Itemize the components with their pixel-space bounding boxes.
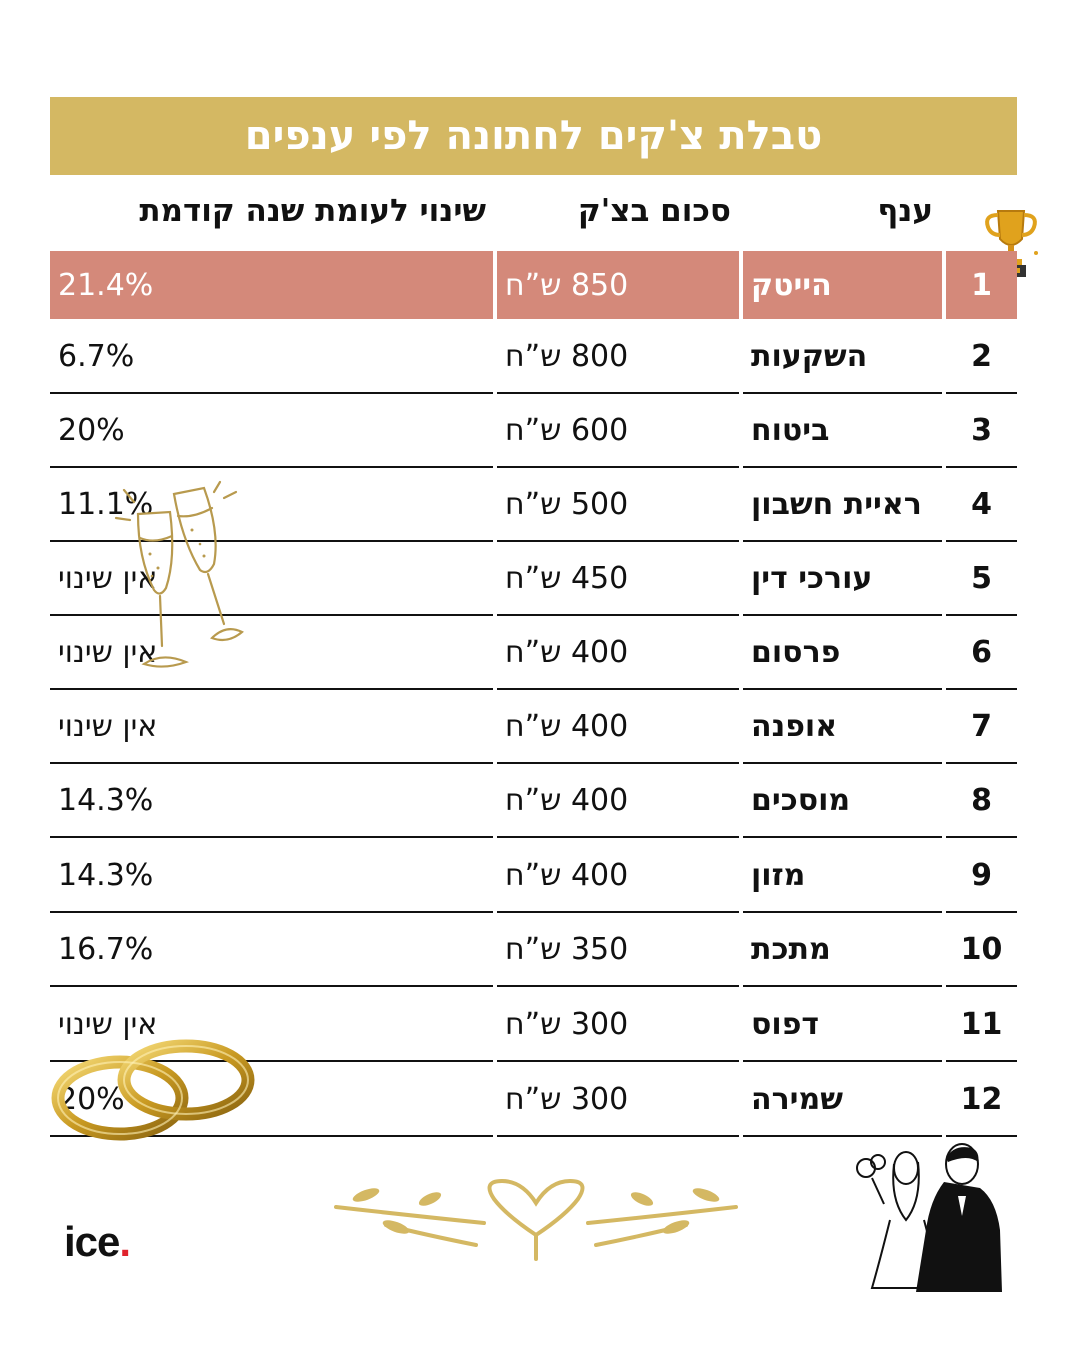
amount-cell: 600 ש”ח [497, 394, 739, 468]
table-row: 16.7% 350 ש”ח מתכת 10 [50, 913, 1017, 987]
rank-cell: 1 [946, 251, 1017, 319]
table-row: 14.3% 400 ש”ח מזון 9 [50, 839, 1017, 913]
amount-cell: 850 ש”ח [497, 251, 739, 319]
amount-cell: 400 ש”ח [497, 764, 739, 838]
table-row: אין שינוי 400 ש”ח פרסום 6 [50, 616, 1017, 690]
change-cell: 16.7% [50, 913, 493, 987]
rank-cell: 2 [946, 320, 1017, 394]
sector-cell: דפוס [743, 988, 942, 1062]
table-row: אין שינוי 450 ש”ח עורכי דין 5 [50, 542, 1017, 616]
amount-cell: 300 ש”ח [497, 1063, 739, 1137]
heart-ornament-icon [334, 1178, 738, 1261]
rank-cell: 8 [946, 764, 1017, 838]
table-row: 6.7% 800 ש”ח השקעות 2 [50, 320, 1017, 394]
wedding-rings-icon [51, 1039, 255, 1141]
change-cell: 14.3% [50, 839, 493, 913]
rank-cell: 4 [946, 468, 1017, 542]
change-cell: 20% [50, 394, 493, 468]
table-row: 20% 600 ש”ח ביטוח 3 [50, 394, 1017, 468]
rank-cell: 6 [946, 616, 1017, 690]
change-cell: 6.7% [50, 320, 493, 394]
couple-illustration-icon [856, 1143, 1002, 1292]
rank-cell: 7 [946, 690, 1017, 764]
title-bar: טבלת צ'קים לחתונה לפי ענפים [50, 97, 1017, 175]
sector-cell: עורכי דין [743, 542, 942, 616]
table-row: אין שינוי 400 ש”ח אופנה 7 [50, 690, 1017, 764]
table-row: 14.3% 400 ש”ח מוסכים 8 [50, 764, 1017, 838]
change-cell: אין שינוי [50, 690, 493, 764]
sector-cell: אופנה [743, 690, 942, 764]
change-cell: אין שינוי [50, 988, 493, 1062]
sector-cell: פרסום [743, 616, 942, 690]
champagne-glasses-icon [114, 480, 244, 668]
header-amount: סכום בצ'ק [577, 193, 731, 229]
amount-cell: 350 ש”ח [497, 913, 739, 987]
amount-cell: 450 ש”ח [497, 542, 739, 616]
sector-cell: השקעות [743, 320, 942, 394]
change-cell: 14.3% [50, 764, 493, 838]
rank-cell: 11 [946, 988, 1017, 1062]
sector-cell: מוסכים [743, 764, 942, 838]
sector-cell: הייטק [743, 251, 942, 319]
sector-cell: ראיית חשבון [743, 468, 942, 542]
table-row: 21.4% 850 ש”ח הייטק 1 [50, 251, 1017, 325]
rank-cell: 5 [946, 542, 1017, 616]
sector-cell: ביטוח [743, 394, 942, 468]
sector-cell: מתכת [743, 913, 942, 987]
rank-cell: 9 [946, 839, 1017, 913]
change-cell: 21.4% [50, 251, 493, 319]
table-row: 20% 300 ש”ח שמירה 12 [50, 1063, 1017, 1137]
page-title: טבלת צ'קים לחתונה לפי ענפים [244, 113, 823, 159]
amount-cell: 800 ש”ח [497, 320, 739, 394]
header-sector: ענף [877, 193, 933, 229]
change-cell: אין שינוי [50, 542, 493, 616]
rank-cell: 12 [946, 1063, 1017, 1137]
amount-cell: 300 ש”ח [497, 988, 739, 1062]
ice-logo: ice. [64, 1218, 131, 1265]
amount-cell: 400 ש”ח [497, 616, 739, 690]
amount-cell: 500 ש”ח [497, 468, 739, 542]
sector-cell: מזון [743, 839, 942, 913]
amount-cell: 400 ש”ח [497, 690, 739, 764]
header-change: שינוי לעומת שנה קודמת [139, 193, 486, 229]
rank-cell: 3 [946, 394, 1017, 468]
table-row: אין שינוי 300 ש”ח דפוס 11 [50, 988, 1017, 1062]
sector-cell: שמירה [743, 1063, 942, 1137]
rank-cell: 10 [946, 913, 1017, 987]
change-cell: אין שינוי [50, 616, 493, 690]
amount-cell: 400 ש”ח [497, 839, 739, 913]
